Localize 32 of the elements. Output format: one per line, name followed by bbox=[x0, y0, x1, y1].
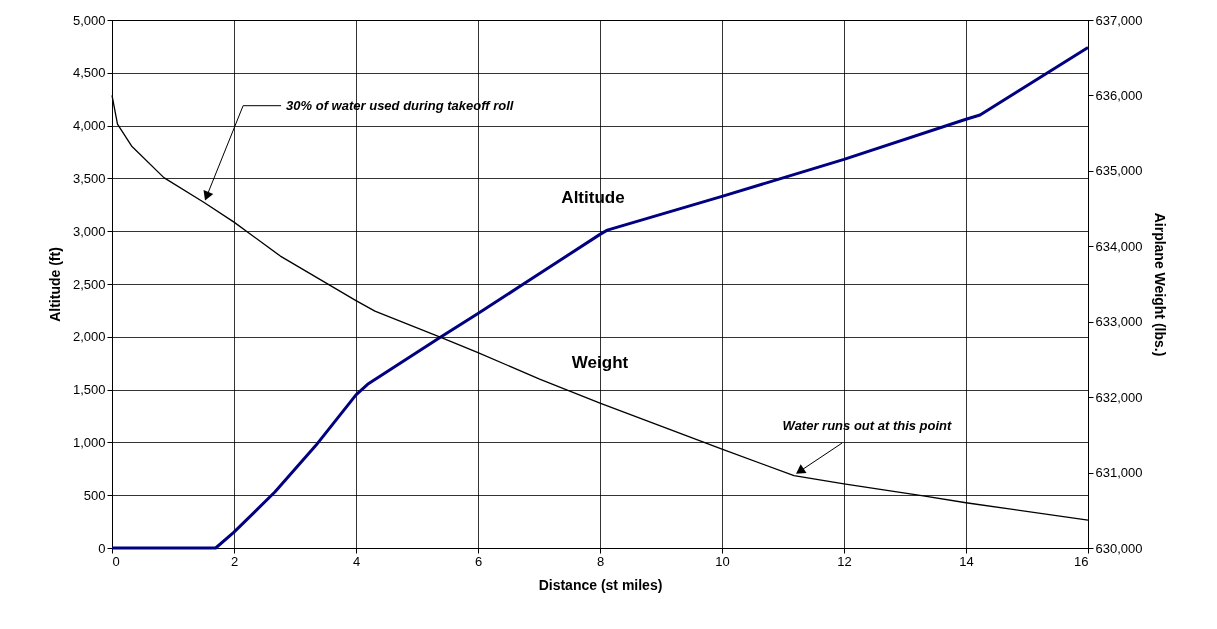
y-tick-label: 4,500 bbox=[72, 65, 106, 81]
y2-tick-label: 635,000 bbox=[1095, 163, 1143, 179]
y-tick-label: 3,500 bbox=[72, 170, 106, 186]
y-tick-label: 1,000 bbox=[72, 434, 106, 450]
x-tick-label: 16 bbox=[1074, 553, 1089, 569]
y-tick-label: 1,500 bbox=[72, 382, 106, 398]
x-tick-label: 0 bbox=[112, 553, 120, 569]
y2-tick-label: 632,000 bbox=[1095, 389, 1143, 405]
x-tick-label: 10 bbox=[715, 553, 730, 569]
x-tick-label: 6 bbox=[474, 553, 483, 569]
y-tick-label: 0 bbox=[98, 540, 106, 556]
y-tick-label: 500 bbox=[83, 487, 106, 503]
y2-tick-label: 633,000 bbox=[1095, 314, 1143, 330]
x-tick-label: 14 bbox=[959, 553, 974, 569]
y-tick-label: 5,000 bbox=[72, 12, 106, 28]
x-tick-label: 4 bbox=[352, 553, 361, 569]
y-tick-label: 3,000 bbox=[72, 223, 106, 239]
y-tick-label: 2,000 bbox=[72, 329, 106, 345]
y2-tick-label: 630,000 bbox=[1095, 540, 1143, 556]
y2-tick-label: 634,000 bbox=[1095, 238, 1143, 254]
x-tick-label: 8 bbox=[596, 553, 605, 569]
x-axis-title: Distance (st miles) bbox=[538, 576, 663, 593]
y-axis-title: Altitude (ft) bbox=[46, 247, 63, 322]
x-tick-label: 12 bbox=[837, 553, 852, 569]
y2-axis-title: Airplane Weight (lbs.) bbox=[1152, 212, 1169, 357]
y-tick-label: 2,500 bbox=[72, 276, 106, 292]
y2-tick-label: 637,000 bbox=[1095, 12, 1143, 28]
line-series bbox=[110, 45, 1090, 550]
y-tick-label: 4,000 bbox=[72, 118, 106, 134]
x-tick-label: 2 bbox=[230, 553, 239, 569]
y2-tick-label: 631,000 bbox=[1095, 465, 1143, 481]
y2-tick-label: 636,000 bbox=[1095, 87, 1143, 103]
